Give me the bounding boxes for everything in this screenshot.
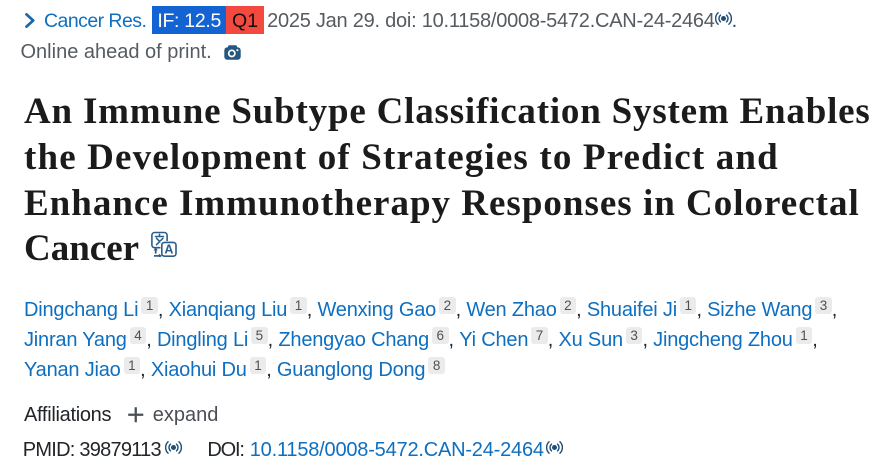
svg-text:A: A — [164, 243, 173, 257]
